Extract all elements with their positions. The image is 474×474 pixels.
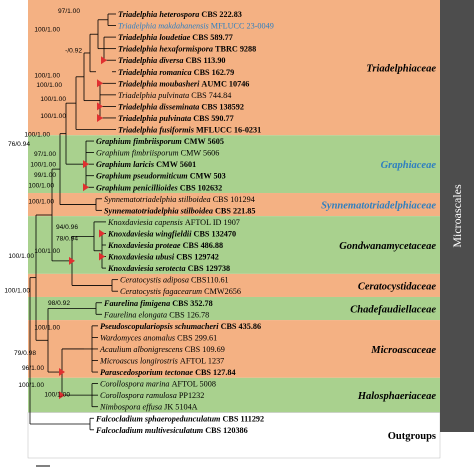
taxon-label: Triadelphia moubasheri AUMC 10746 <box>118 79 249 88</box>
node-marker <box>69 256 75 265</box>
support-value: 99/1.00 <box>34 172 56 179</box>
tree-branches <box>29 13 118 431</box>
support-value: 100/1.00 <box>30 162 56 169</box>
support-value: 100/1.00 <box>28 182 54 189</box>
node-marker <box>97 79 103 88</box>
family-band <box>28 193 440 217</box>
support-value: 100/1.00 <box>28 199 54 206</box>
support-value: -/0.92 <box>65 47 82 54</box>
support-value: 76/0.94 <box>8 141 30 148</box>
family-band <box>27 412 441 459</box>
family-label: Gondwanamycetaceae <box>339 241 436 252</box>
family-label: Graphiaceae <box>381 160 437 171</box>
taxon-label: Acaulium albonigrescens CBS 109.69 <box>99 345 225 354</box>
taxon-label: Triadelphia pulvinata CBS 590.77 <box>118 114 234 123</box>
support-value: 97/1.00 <box>34 151 56 158</box>
node-marker <box>101 56 107 65</box>
support-value: 97/1.00 <box>58 8 80 15</box>
support-value: 100/1.00 <box>8 253 34 260</box>
family-band <box>28 296 440 321</box>
support-value: 100/1.00 <box>36 82 62 89</box>
family-label: Chadefaudiellaceae <box>350 305 436 316</box>
taxon-labels: Triadelphia heterospora CBS 222.83 Triade… <box>95 10 274 435</box>
taxon-label: Knoxdaviesia proteae CBS 486.88 <box>107 241 223 250</box>
taxon-label: Triadelphia makdahanensis MFLUCC 23-0049 <box>118 22 274 31</box>
support-value: 100/1.00 <box>40 113 66 120</box>
support-value: 100/1.00 <box>34 73 60 80</box>
support-value: 100/1.00 <box>34 324 60 331</box>
family-label: Synnematotriadelphiaceae <box>321 201 436 212</box>
taxon-label: Triadelphia romanica CBS 162.79 <box>118 68 234 77</box>
support-value: 100/1.00 <box>40 96 66 103</box>
family-band <box>28 273 440 297</box>
taxon-label: Wardomyces anomalus CBS 299.61 <box>100 333 217 342</box>
order-bar-background <box>440 0 474 432</box>
family-labels: Triadelphiaceae Graphiaceae Synnematotriad… <box>321 64 436 443</box>
node-marker <box>83 160 89 169</box>
taxon-label: Triadelphia disseminata CBS 138592 <box>118 102 244 111</box>
taxon-label: Nimbospora effusa JK 5104A <box>99 403 198 412</box>
taxon-label: Graphium fimbriisporum CMW 5606 <box>96 149 219 158</box>
node-marker <box>97 102 103 111</box>
taxon-label: Graphium fimbriisporum CMW 5605 <box>96 137 224 146</box>
taxon-label: Falcocladium sphaeropedunculatum CBS 111… <box>95 414 264 423</box>
taxon-label: Triadelphia pulvinata CBS 744.84 <box>118 91 231 100</box>
support-value: 100/1.00 <box>44 391 70 398</box>
family-label: Outgroups <box>388 431 436 442</box>
node-marker <box>99 252 105 261</box>
taxon-label: Knoxdaviesia serotecta CBS 129738 <box>107 264 230 273</box>
node-marker <box>97 113 103 122</box>
family-band <box>28 216 440 274</box>
taxon-label: Graphium pseudormiticum CMW 503 <box>96 172 226 181</box>
family-label: Triadelphiaceae <box>366 64 436 75</box>
order-bar: Microascales <box>440 0 474 432</box>
taxon-label: Corollospora ramulosa PP1232 <box>100 391 204 400</box>
taxon-label: Knoxdaviesia capensis AFTOL ID 1907 <box>107 218 240 227</box>
support-value: 100/1.00 <box>4 288 30 295</box>
support-value: 78/0.94 <box>56 236 78 243</box>
taxon-label: Triadelphia diversa CBS 113.90 <box>118 56 226 65</box>
taxon-label: Falcocladium multivesiculatum CBS 120386 <box>95 426 248 435</box>
support-values: 97/1.00100/1.00-/0.92100/1.00100/1.00100… <box>4 8 82 398</box>
node-marker <box>83 183 89 192</box>
support-value: 98/0.92 <box>48 300 70 307</box>
taxon-label: Faurelina fimigena CBS 352.78 <box>103 299 213 308</box>
taxon-label: Knoxdaviesia wingfieldii CBS 132470 <box>107 229 236 238</box>
support-value: 100/1.00 <box>34 248 60 255</box>
support-value: 100/1.00 <box>34 26 60 33</box>
support-value: 79/0.98 <box>14 350 36 357</box>
taxon-label: Graphium laricis CMW 5601 <box>96 160 196 169</box>
taxon-label: Ceratocystis adiposa CBS110.61 <box>120 276 229 285</box>
node-marker <box>59 391 65 400</box>
family-band <box>28 0 440 136</box>
taxon-label: Faurelina elongata CBS 126.78 <box>103 310 209 319</box>
taxon-label: Corollospora marina AFTOL 5008 <box>100 380 216 389</box>
taxon-label: Parascedosporium tectonae CBS 127.84 <box>100 368 236 377</box>
taxon-label: Graphium penicillioides CBS 102632 <box>96 183 222 192</box>
taxon-label: Triadelphia fusiformis MFLUCC 16-0231 <box>118 126 261 135</box>
family-label: Microascaceae <box>370 345 436 356</box>
taxon-label: Pseudoscopulariopsis schumacheri CBS 435… <box>100 322 261 331</box>
support-value: 96/1.00 <box>22 365 44 372</box>
order-label: Microascales <box>450 184 464 248</box>
family-label: Halosphaeriaceae <box>357 391 436 402</box>
node-marker <box>99 229 105 238</box>
taxon-label: Triadelphia hexaformispora TBRC 9288 <box>118 45 256 54</box>
taxon-label: Triadelphia loudetiae CBS 589.77 <box>118 33 233 42</box>
taxon-label: Synnematotriadelphia stilboidea CBS 1012… <box>104 195 255 204</box>
support-value: 100/1.00 <box>18 382 44 389</box>
taxon-label: Triadelphia heterospora CBS 222.83 <box>118 10 242 19</box>
taxon-label: Synnematotriadelphia stilboidea CBS 221.… <box>104 206 256 215</box>
taxon-label: Microascus longirostris AFTOL 1237 <box>99 357 224 366</box>
node-marker <box>59 368 65 377</box>
support-value: 100/1.00 <box>24 132 50 139</box>
family-band <box>28 135 440 194</box>
support-value: 94/0.96 <box>56 224 78 231</box>
taxon-label: Ceratocystis fagacearum CMW2656 <box>120 287 241 296</box>
taxon-label: Knoxdaviesia ubusi CBS 129742 <box>107 253 219 262</box>
family-label: Ceratocystidaceae <box>358 281 436 292</box>
